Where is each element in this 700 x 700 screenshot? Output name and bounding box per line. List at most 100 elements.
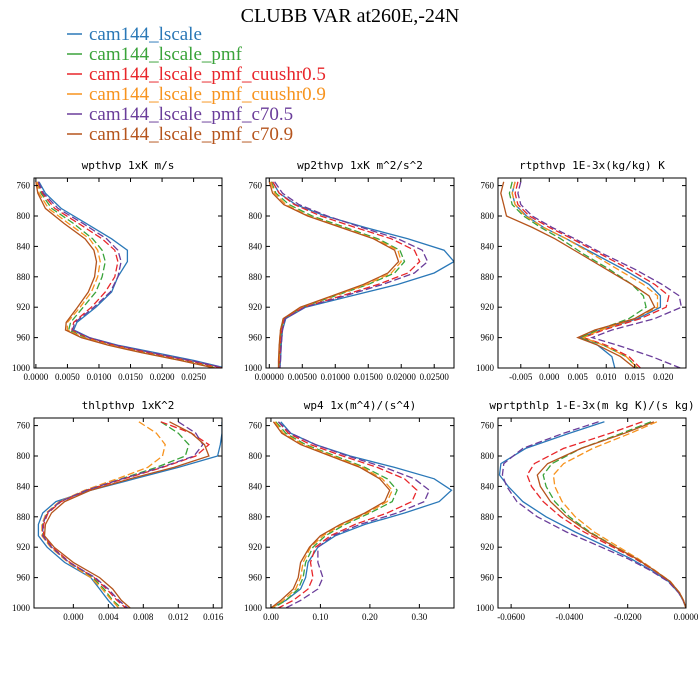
x-tick-label: 0.020 xyxy=(653,372,674,382)
panel-5: wp4 1x(m^4)/(s^4) 0.00 0.10 0.20 0.30 760 800 8… xyxy=(244,399,455,622)
y-tick-label: 960 xyxy=(17,333,31,343)
series-line-cam144_lscale_pmf xyxy=(42,421,190,608)
y-tick-label: 960 xyxy=(17,573,31,583)
series-line-cam144_lscale_pmf_c70.9 xyxy=(536,421,686,608)
y-tick-label: 920 xyxy=(17,542,31,552)
x-tick-label: 0.005 xyxy=(568,372,589,382)
series-line-cam144_lscale xyxy=(498,421,686,608)
series-line-cam144_lscale_pmf_c70.5 xyxy=(517,181,683,368)
series-line-cam144_lscale_pmf_cuushr0.5 xyxy=(37,181,222,368)
series-line-cam144_lscale_pmf xyxy=(273,421,398,608)
y-tick-label: 840 xyxy=(249,241,263,251)
y-tick-label: 840 xyxy=(17,481,31,491)
figure-title: CLUBB VAR at260E,-24N xyxy=(241,5,460,27)
legend-label: cam144_lscale_pmf_c70.9 xyxy=(89,124,293,145)
series-line-cam144_lscale_pmf_c70.5 xyxy=(501,421,686,608)
series-line-cam144_lscale_pmf_cuushr0.9 xyxy=(269,181,402,368)
legend-label: cam144_lscale_pmf_cuushr0.5 xyxy=(89,64,326,85)
y-tick-label: 960 xyxy=(249,573,263,583)
x-tick-label: 0.02500 xyxy=(420,372,450,382)
y-tick-label: 1000 xyxy=(12,603,31,613)
y-tick-label: 1000 xyxy=(476,363,495,373)
series-line-cam144_lscale xyxy=(272,181,454,368)
series-line-cam144_lscale_pmf_cuushr0.5 xyxy=(526,421,686,608)
series-group xyxy=(270,421,453,608)
x-tick-label: -0.0600 xyxy=(497,612,525,622)
panel-2: wp2thvp 1xK m^2/s^2 0.00000 0.00500 0.01000… xyxy=(244,159,455,382)
x-tick-label: -0.0200 xyxy=(614,612,642,622)
panel-title: rtpthvp 1E-3x(kg/kg) K xyxy=(519,159,665,172)
x-tick-label: 0.00 xyxy=(263,612,279,622)
y-tick-label: 920 xyxy=(481,302,495,312)
x-tick-label: 0.0200 xyxy=(150,372,175,382)
x-tick-label: 0.000 xyxy=(539,372,560,382)
series-group xyxy=(498,421,686,608)
y-tick-label: 840 xyxy=(17,241,31,251)
legend-label: cam144_lscale_pmf_c70.5 xyxy=(89,104,293,125)
series-line-cam144_lscale_pmf xyxy=(542,421,686,608)
x-tick-label: 0.02000 xyxy=(387,372,417,382)
series-line-cam144_lscale_pmf_c70.5 xyxy=(277,421,431,608)
y-tick-label: 960 xyxy=(249,333,263,343)
x-tick-label: 0.0250 xyxy=(181,372,206,382)
x-tick-label: 0.01000 xyxy=(321,372,351,382)
y-tick-label: 920 xyxy=(17,302,31,312)
series-line-cam144_lscale xyxy=(37,421,222,608)
y-tick-label: 920 xyxy=(481,542,495,552)
y-tick-label: 840 xyxy=(481,241,495,251)
y-tick-label: 760 xyxy=(249,181,263,191)
x-tick-label: 0.0100 xyxy=(87,372,112,382)
x-tick-label: 0.010 xyxy=(596,372,617,382)
series-line-cam144_lscale_pmf_cuushr0.9 xyxy=(552,421,686,608)
x-tick-label: 0.004 xyxy=(98,612,119,622)
plot-frame xyxy=(497,417,687,609)
series-line-cam144_lscale_pmf_cuushr0.5 xyxy=(42,421,210,608)
y-tick-label: 1000 xyxy=(12,363,31,373)
y-tick-label: 880 xyxy=(249,512,263,522)
y-tick-label: 800 xyxy=(249,211,263,221)
panel-title: wpthvp 1xK m/s xyxy=(82,159,175,172)
series-line-cam144_lscale_pmf_cuushr0.5 xyxy=(514,181,670,368)
y-tick-label: 760 xyxy=(481,181,495,191)
x-tick-label: 0.0050 xyxy=(55,372,80,382)
y-tick-label: 1000 xyxy=(244,603,263,613)
y-tick-label: 760 xyxy=(17,181,31,191)
x-tick-label: 0.0000 xyxy=(674,612,699,622)
series-line-cam144_lscale_pmf_cuushr0.9 xyxy=(511,181,659,368)
plot-frame xyxy=(33,417,223,609)
series-line-cam144_lscale_pmf_c70.9 xyxy=(270,421,391,608)
y-tick-label: 880 xyxy=(481,512,495,522)
series-line-cam144_lscale_pmf_c70.5 xyxy=(37,181,222,368)
series-group xyxy=(500,181,683,368)
series-line-cam144_lscale_pmf_c70.5 xyxy=(274,181,429,368)
series-line-cam144_lscale_pmf_c70.5 xyxy=(42,421,204,608)
x-tick-label: 0.008 xyxy=(133,612,154,622)
panel-title: wp2thvp 1xK m^2/s^2 xyxy=(297,159,423,172)
series-line-cam144_lscale_pmf xyxy=(508,181,647,368)
y-tick-label: 800 xyxy=(249,451,263,461)
y-tick-label: 920 xyxy=(249,302,263,312)
series-line-cam144_lscale_pmf_cuushr0.9 xyxy=(271,421,393,608)
x-tick-label: 0.00000 xyxy=(255,372,285,382)
legend-label: cam144_lscale_pmf xyxy=(89,44,243,65)
series-line-cam144_lscale_pmf_c70.9 xyxy=(500,181,656,368)
series-group xyxy=(268,181,454,368)
legend-label: cam144_lscale_pmf_cuushr0.9 xyxy=(89,84,326,105)
series-line-cam144_lscale_pmf_c70.9 xyxy=(43,421,210,608)
x-tick-label: 0.30 xyxy=(411,612,427,622)
x-tick-label: 0.016 xyxy=(203,612,224,622)
x-tick-label: 0.00500 xyxy=(288,372,318,382)
y-tick-label: 800 xyxy=(17,451,31,461)
y-tick-label: 800 xyxy=(481,451,495,461)
y-tick-label: 880 xyxy=(249,272,263,282)
series-line-cam144_lscale xyxy=(38,181,222,368)
y-tick-label: 1000 xyxy=(476,603,495,613)
panel-title: wp4 1x(m^4)/(s^4) xyxy=(304,399,417,412)
x-tick-label: 0.01500 xyxy=(354,372,384,382)
series-line-cam144_lscale_pmf_c70.9 xyxy=(268,181,400,368)
series-line-cam144_lscale_pmf xyxy=(270,181,406,368)
panel-title: thlpthvp 1xK^2 xyxy=(82,399,175,412)
x-tick-label: 0.000 xyxy=(63,612,84,622)
x-tick-label: -0.005 xyxy=(509,372,533,382)
